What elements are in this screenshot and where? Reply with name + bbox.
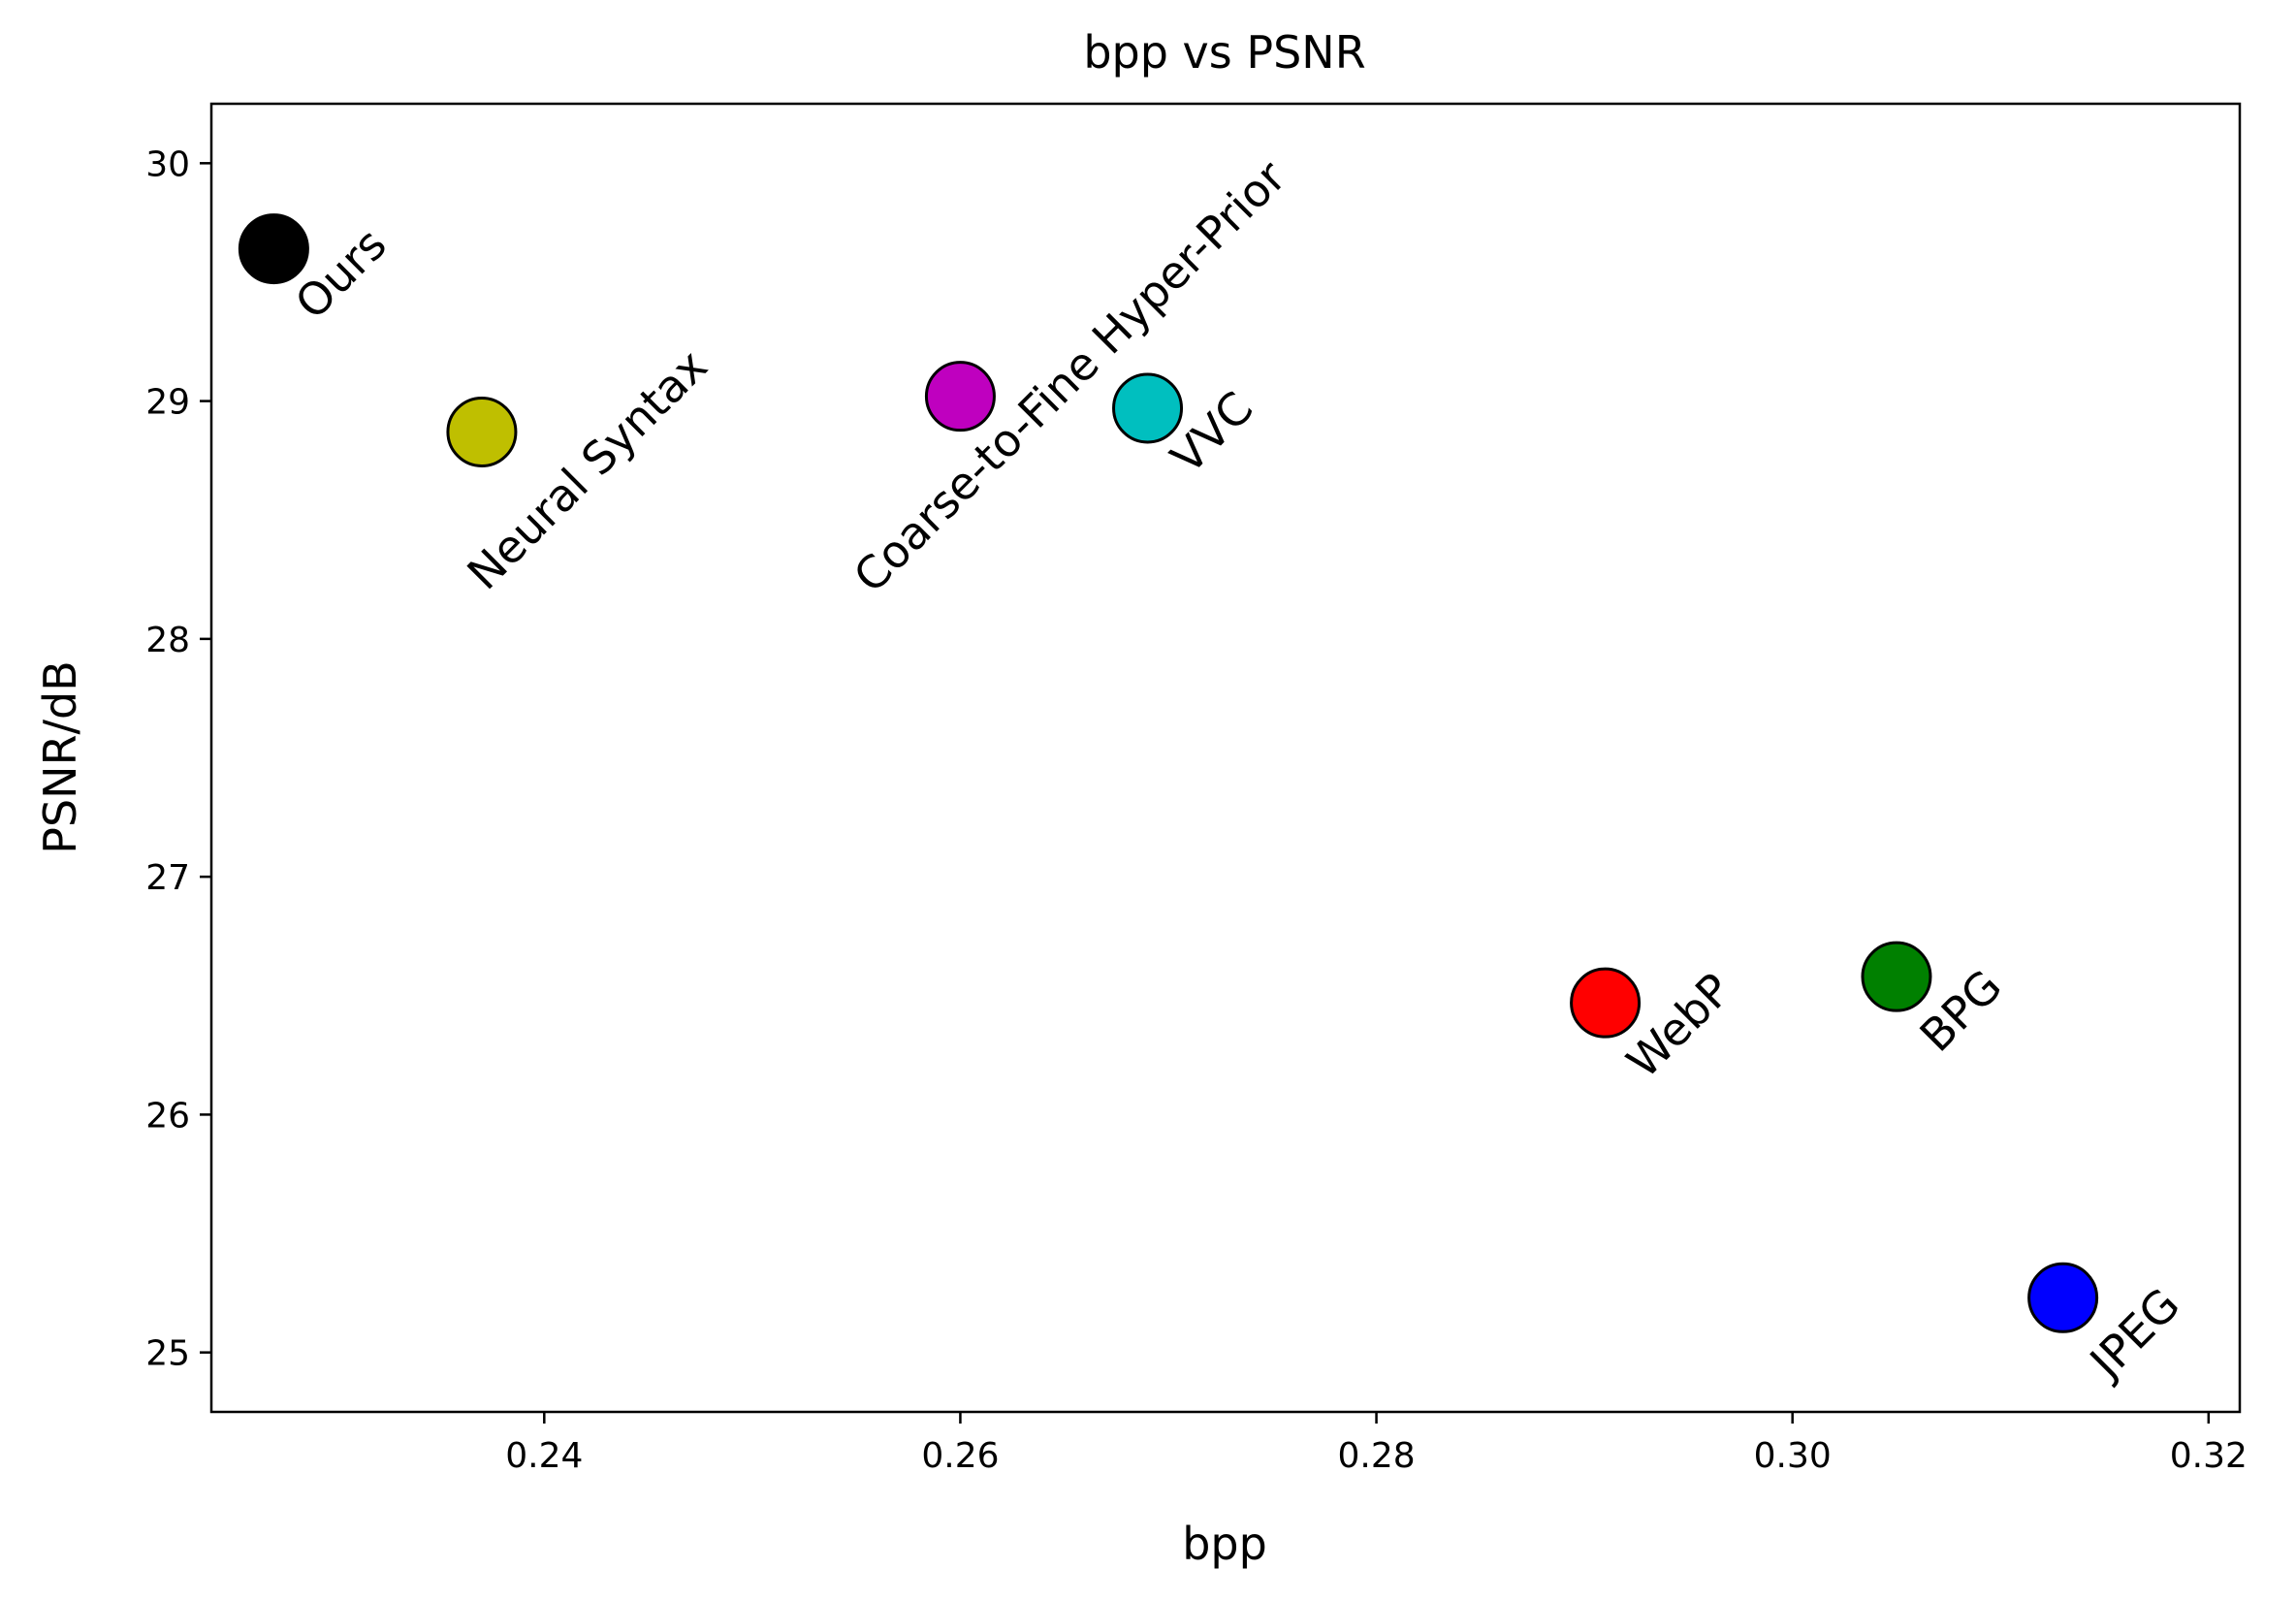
point-coarse-to-fine-hyper-prior: [924, 361, 996, 432]
x-tick-label: 0.28: [1337, 1436, 1415, 1476]
point-bpg: [1861, 941, 1932, 1012]
x-axis-title: bpp: [1182, 1518, 1267, 1570]
y-axis: 25 26 27 28 29 30: [145, 144, 211, 1374]
x-tick-label: 0.26: [921, 1436, 999, 1476]
point-webp: [1570, 967, 1642, 1039]
x-tick-label: 0.32: [2170, 1436, 2248, 1476]
y-tick-label: 28: [145, 621, 190, 660]
y-tick-label: 26: [145, 1096, 190, 1136]
point-ours: [238, 213, 309, 285]
y-tick-label: 25: [145, 1334, 190, 1374]
y-tick-label: 30: [145, 144, 190, 184]
y-tick-label: 27: [145, 858, 190, 898]
data-points: [238, 213, 2099, 1333]
x-tick-label: 0.30: [1754, 1436, 1832, 1476]
y-tick-label: 29: [145, 383, 190, 423]
x-axis: 0.24 0.26 0.28 0.30 0.32: [505, 1412, 2248, 1476]
chart-title: bpp vs PSNR: [1083, 26, 1365, 79]
y-axis-title: PSNR/dB: [34, 660, 86, 854]
plot-area: [209, 102, 2242, 1414]
point-jpeg: [2027, 1262, 2099, 1333]
x-tick-label: 0.24: [505, 1436, 583, 1476]
point-vvc: [1112, 372, 1184, 444]
point-neural-syntax: [446, 396, 518, 467]
